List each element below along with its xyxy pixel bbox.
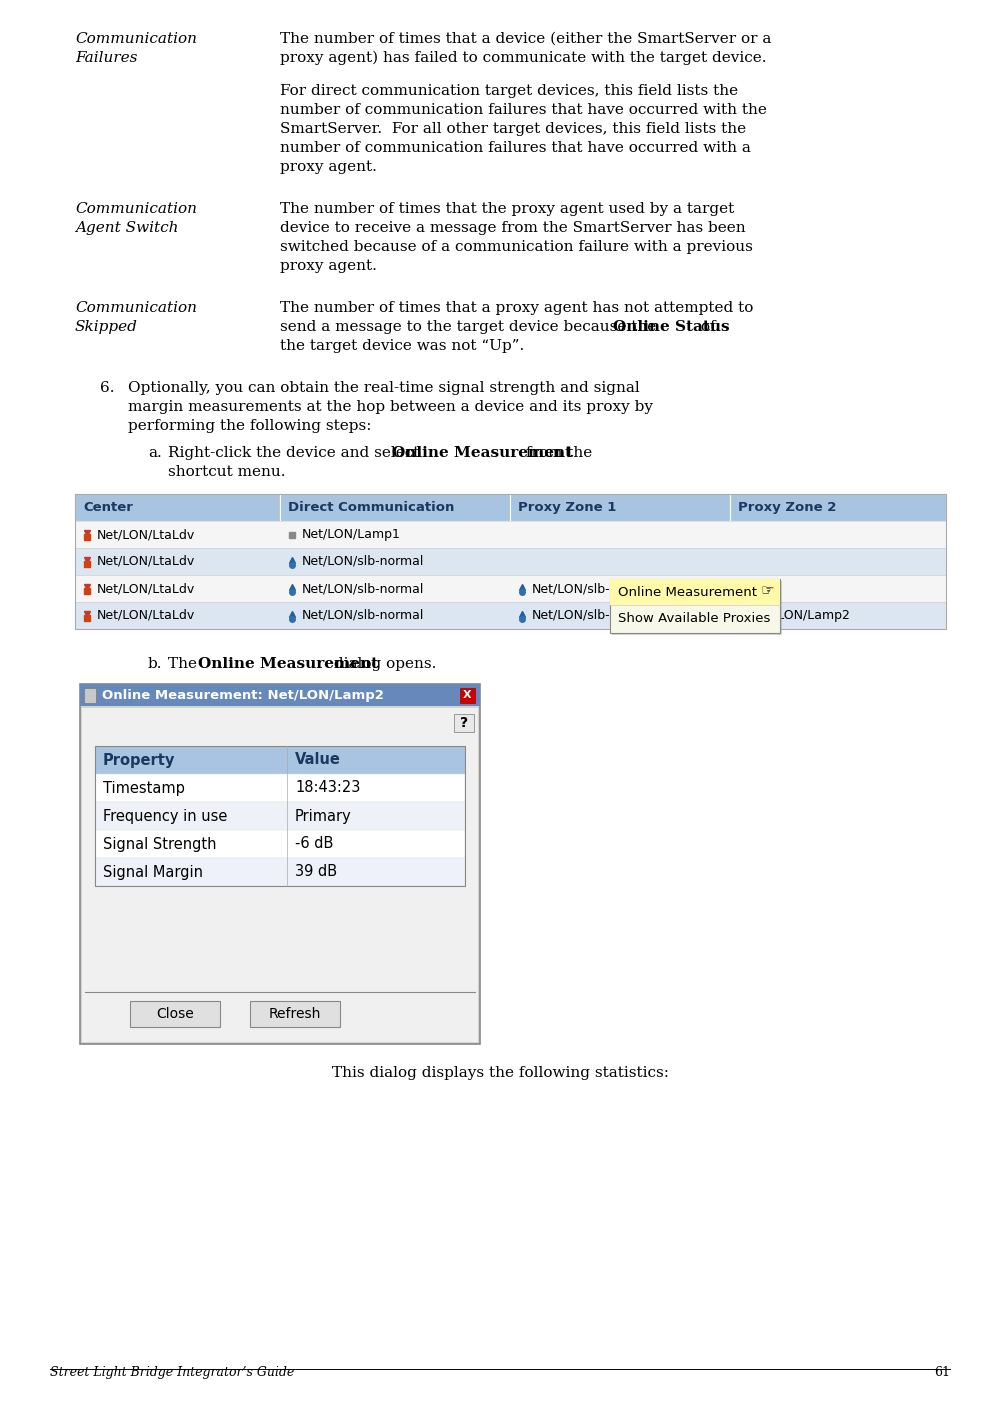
Bar xyxy=(95,802,465,830)
Text: from the: from the xyxy=(521,446,593,460)
Text: Refresh: Refresh xyxy=(269,1007,321,1021)
Text: margin measurements at the hop between a device and its proxy by: margin measurements at the hop between a… xyxy=(128,400,653,414)
Bar xyxy=(510,494,730,521)
Bar xyxy=(250,1000,340,1027)
Text: Close: Close xyxy=(156,1007,194,1021)
Text: The number of times that a proxy agent has not attempted to: The number of times that a proxy agent h… xyxy=(280,301,754,315)
Bar xyxy=(84,688,96,704)
Text: Primary: Primary xyxy=(295,809,351,823)
Text: Net/LON/slb-normal: Net/LON/slb-normal xyxy=(302,554,424,568)
Text: The: The xyxy=(168,657,202,671)
Text: Net/LON/LtaLdv: Net/LON/LtaLdv xyxy=(97,528,195,542)
Text: Online Measurement: Online Measurement xyxy=(618,585,757,598)
Bar xyxy=(75,547,946,575)
Bar xyxy=(82,708,478,1043)
Text: proxy agent.: proxy agent. xyxy=(280,160,376,174)
Text: proxy agent.: proxy agent. xyxy=(280,259,376,273)
Text: proxy agent) has failed to communicate with the target device.: proxy agent) has failed to communicate w… xyxy=(280,51,767,65)
Bar xyxy=(75,602,946,629)
Text: Proxy Zone 2: Proxy Zone 2 xyxy=(738,501,837,514)
Bar xyxy=(130,1000,220,1027)
Bar xyxy=(95,858,465,886)
Text: The number of times that the proxy agent used by a target: The number of times that the proxy agent… xyxy=(280,203,735,217)
Bar xyxy=(610,580,780,605)
Text: Frequency in use: Frequency in use xyxy=(103,809,227,823)
Text: Right-click the device and select: Right-click the device and select xyxy=(168,446,424,460)
Text: Online Measurement: Online Measurement xyxy=(198,657,378,671)
Text: Online Status: Online Status xyxy=(613,319,730,333)
Text: performing the following steps:: performing the following steps: xyxy=(128,419,371,433)
Text: Value: Value xyxy=(295,753,341,767)
Text: Signal Strength: Signal Strength xyxy=(103,837,216,851)
Text: For direct communication target devices, this field lists the: For direct communication target devices,… xyxy=(280,84,738,98)
Bar xyxy=(75,575,946,602)
Text: Net/LON/LtaLdv: Net/LON/LtaLdv xyxy=(97,582,195,595)
Text: the target device was not “Up”.: the target device was not “Up”. xyxy=(280,339,525,353)
Text: Show Available Proxies: Show Available Proxies xyxy=(618,612,771,625)
Bar xyxy=(80,684,480,1044)
Bar xyxy=(75,494,946,629)
Text: of: of xyxy=(696,319,716,333)
Text: Skipped: Skipped xyxy=(75,319,138,333)
Text: Street Light Bridge Integrator’s Guide: Street Light Bridge Integrator’s Guide xyxy=(50,1366,294,1379)
Bar xyxy=(610,580,780,633)
Text: Optionally, you can obtain the real-time signal strength and signal: Optionally, you can obtain the real-time… xyxy=(128,381,640,395)
Text: Failures: Failures xyxy=(75,51,137,65)
Text: Signal Margin: Signal Margin xyxy=(103,864,203,879)
Bar xyxy=(460,688,475,704)
Text: device to receive a message from the SmartServer has been: device to receive a message from the Sma… xyxy=(280,221,746,235)
Bar xyxy=(280,494,510,521)
Text: Communication: Communication xyxy=(75,301,197,315)
Text: a.: a. xyxy=(148,446,162,460)
Bar xyxy=(95,774,465,802)
Text: Property: Property xyxy=(103,753,175,767)
Text: Timestamp: Timestamp xyxy=(103,781,185,795)
Text: Net/LON/slb-normal: Net/LON/slb-normal xyxy=(302,582,424,595)
Text: X: X xyxy=(463,689,471,701)
Bar xyxy=(80,684,480,706)
Text: Center: Center xyxy=(83,501,133,514)
Text: ?: ? xyxy=(459,716,468,730)
Bar xyxy=(612,581,782,635)
Text: Net/LON/slb-...: Net/LON/slb-... xyxy=(532,609,623,622)
Text: b.: b. xyxy=(148,657,162,671)
Text: Net/LON/LtaLdv: Net/LON/LtaLdv xyxy=(97,609,195,622)
Bar xyxy=(75,494,280,521)
Text: Net/LON/slb-normal2: Net/LON/slb-normal2 xyxy=(532,582,663,595)
Bar xyxy=(95,746,465,774)
Text: Net/LON/Lamp2: Net/LON/Lamp2 xyxy=(752,609,851,622)
Text: The number of times that a device (either the SmartServer or a: The number of times that a device (eithe… xyxy=(280,32,772,46)
Text: Online Measurement: Net/LON/Lamp2: Online Measurement: Net/LON/Lamp2 xyxy=(102,688,383,702)
Text: SmartServer.  For all other target devices, this field lists the: SmartServer. For all other target device… xyxy=(280,122,746,136)
Bar xyxy=(75,521,946,547)
Bar xyxy=(95,830,465,858)
Text: shortcut menu.: shortcut menu. xyxy=(168,464,285,478)
Text: Net/LON/slb-normal: Net/LON/slb-normal xyxy=(302,609,424,622)
Text: Proxy Zone 1: Proxy Zone 1 xyxy=(518,501,617,514)
Text: number of communication failures that have occurred with the: number of communication failures that ha… xyxy=(280,103,767,117)
Text: 61: 61 xyxy=(934,1366,950,1379)
Text: ☞: ☞ xyxy=(761,584,774,598)
Text: send a message to the target device because the: send a message to the target device beca… xyxy=(280,319,661,333)
Bar xyxy=(454,713,474,732)
Text: number of communication failures that have occurred with a: number of communication failures that ha… xyxy=(280,141,751,155)
Bar xyxy=(730,494,946,521)
Text: 39 dB: 39 dB xyxy=(295,864,337,879)
Text: 6.: 6. xyxy=(100,381,114,395)
Text: dialog opens.: dialog opens. xyxy=(329,657,436,671)
Text: Net/LON/Lamp1: Net/LON/Lamp1 xyxy=(302,528,400,542)
Text: This dialog displays the following statistics:: This dialog displays the following stati… xyxy=(331,1067,669,1081)
Text: switched because of a communication failure with a previous: switched because of a communication fail… xyxy=(280,241,753,255)
Text: Communication: Communication xyxy=(75,203,197,217)
Text: Agent Switch: Agent Switch xyxy=(75,221,178,235)
Text: Direct Communication: Direct Communication xyxy=(288,501,454,514)
Text: 18:43:23: 18:43:23 xyxy=(295,781,360,795)
Text: -6 dB: -6 dB xyxy=(295,837,333,851)
Text: Communication: Communication xyxy=(75,32,197,46)
Text: Online Measurement: Online Measurement xyxy=(392,446,573,460)
Bar xyxy=(95,746,465,886)
Text: Net/LON/LtaLdv: Net/LON/LtaLdv xyxy=(97,554,195,568)
